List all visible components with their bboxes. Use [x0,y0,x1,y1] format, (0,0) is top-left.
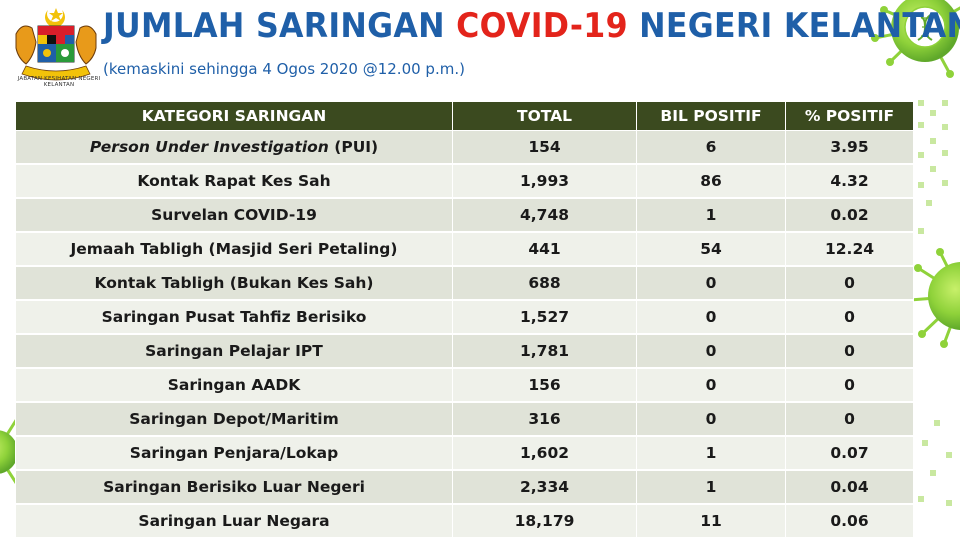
cell-total: 1,527 [452,300,637,335]
cell-kategori: Survelan COVID-19 [15,198,453,233]
cell-total: 4,748 [452,198,637,233]
cell-peratus-positif: 0.02 [785,198,914,233]
table-row: Kontak Tabligh (Bukan Kes Sah) 688 0 0 [15,266,914,301]
cell-total: 1,781 [452,334,637,369]
cell-kategori: Saringan Berisiko Luar Negeri [15,470,453,505]
cell-peratus-positif: 0.06 [785,504,914,539]
cell-bil-positif: 1 [636,470,786,505]
cell-total: 154 [452,130,637,165]
cell-peratus-positif: 0.07 [785,436,914,471]
table-row: Saringan Pusat Tahfiz Berisiko 1,527 0 0 [15,300,914,335]
coat-of-arms-icon [15,8,97,81]
emblem-caption: JABATAN KESIHATAN NEGERI KELANTAN [17,76,101,88]
cell-peratus-positif: 0 [785,368,914,403]
table-row: Survelan COVID-19 4,748 1 0.02 [15,198,914,233]
table-row: Saringan Penjara/Lokap 1,602 1 0.07 [15,436,914,471]
cell-bil-positif: 1 [636,436,786,471]
cell-peratus-positif: 12.24 [785,232,914,267]
cell-bil-positif: 0 [636,368,786,403]
column-header-total: TOTAL [452,101,637,131]
cell-kategori: Person Under Investigation (PUI) [15,130,453,165]
table-row: Saringan Depot/Maritim 316 0 0 [15,402,914,437]
column-header-bil-positif: BIL POSITIF [636,101,786,131]
column-header-kategori: KATEGORI SARINGAN [15,101,453,131]
cell-kategori: Saringan Penjara/Lokap [15,436,453,471]
title-part-2: COVID-19 [456,6,628,46]
cell-kategori: Saringan AADK [15,368,453,403]
cell-peratus-positif: 0 [785,300,914,335]
table-row: Saringan Berisiko Luar Negeri 2,334 1 0.… [15,470,914,505]
cell-bil-positif: 86 [636,164,786,199]
cell-bil-positif: 0 [636,266,786,301]
cell-kategori: Kontak Rapat Kes Sah [15,164,453,199]
cell-kategori: Saringan Luar Negara [15,504,453,539]
cell-bil-positif: 0 [636,334,786,369]
cell-peratus-positif: 3.95 [785,130,914,165]
table-row: Jemaah Tabligh (Masjid Seri Petaling) 44… [15,232,914,267]
table-row: Saringan Pelajar IPT 1,781 0 0 [15,334,914,369]
cell-total: 441 [452,232,637,267]
cell-total: 1,993 [452,164,637,199]
column-header-peratus-positif: % POSITIF [785,101,914,131]
table-row: Person Under Investigation (PUI) 154 6 3… [15,130,914,165]
cell-kategori: Jemaah Tabligh (Masjid Seri Petaling) [15,232,453,267]
cell-kategori-text: (PUI) [328,138,379,156]
cell-bil-positif: 0 [636,402,786,437]
page-title: JUMLAH SARINGAN COVID-19 NEGERI KELANTAN [103,6,960,46]
cell-total: 18,179 [452,504,637,539]
cell-total: 1,602 [452,436,637,471]
pixel-dots [918,100,952,506]
title-part-3: NEGERI KELANTAN [627,6,960,46]
cell-bil-positif: 0 [636,300,786,335]
table-header-row: KATEGORI SARINGAN TOTAL BIL POSITIF % PO… [15,101,914,131]
cell-kategori: Saringan Pelajar IPT [15,334,453,369]
cell-peratus-positif: 0.04 [785,470,914,505]
cell-peratus-positif: 0 [785,334,914,369]
virus-icon [906,248,960,348]
cell-bil-positif: 6 [636,130,786,165]
screening-table: KATEGORI SARINGAN TOTAL BIL POSITIF % PO… [15,101,914,539]
cell-peratus-positif: 4.32 [785,164,914,199]
cell-kategori: Kontak Tabligh (Bukan Kes Sah) [15,266,453,301]
cell-total: 688 [452,266,637,301]
cell-total: 316 [452,402,637,437]
cell-total: 156 [452,368,637,403]
cell-kategori-italic: Person Under Investigation [89,138,329,156]
dna-icon [904,6,946,48]
cell-bil-positif: 1 [636,198,786,233]
cell-peratus-positif: 0 [785,266,914,301]
cell-peratus-positif: 0 [785,402,914,437]
cell-bil-positif: 11 [636,504,786,539]
table-row: Saringan Luar Negara 18,179 11 0.06 [15,504,914,539]
cell-bil-positif: 54 [636,232,786,267]
cell-total: 2,334 [452,470,637,505]
table-row: Kontak Rapat Kes Sah 1,993 86 4.32 [15,164,914,199]
cell-kategori: Saringan Pusat Tahfiz Berisiko [15,300,453,335]
table-row: Saringan AADK 156 0 0 [15,368,914,403]
cell-kategori: Saringan Depot/Maritim [15,402,453,437]
page-subtitle: (kemaskini sehingga 4 Ogos 2020 @12.00 p… [103,60,465,78]
title-part-1: JUMLAH SARINGAN [103,6,457,46]
